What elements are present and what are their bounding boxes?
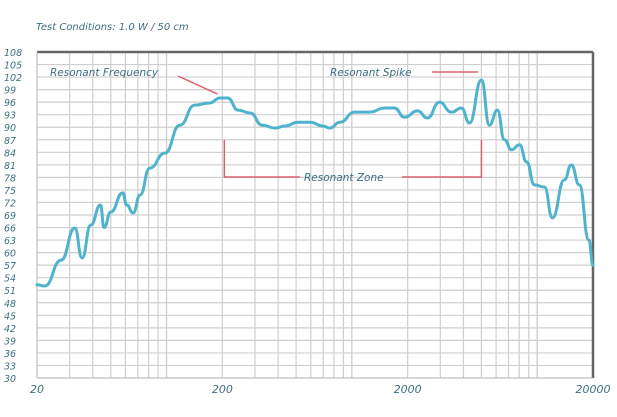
y-tick-label: 105 xyxy=(4,61,22,72)
x-tick-label: 200 xyxy=(212,383,233,396)
y-tick-label: 78 xyxy=(4,173,16,184)
y-tick-label: 99 xyxy=(4,86,16,97)
y-tick-label: 36 xyxy=(4,349,16,360)
y-tick-label: 63 xyxy=(4,236,16,247)
y-tick-label: 75 xyxy=(4,186,16,197)
x-tick-label: 20000 xyxy=(576,383,611,396)
annotation-resonant-frequency: Resonant Frequency xyxy=(50,67,159,79)
zone-bracket-left xyxy=(223,140,300,178)
y-tick-label: 39 xyxy=(4,336,16,347)
y-tick-label: 108 xyxy=(4,48,22,59)
y-tick-label: 48 xyxy=(4,299,16,310)
y-tick-label: 69 xyxy=(4,211,16,222)
y-tick-label: 93 xyxy=(4,111,16,122)
y-tick-label: 54 xyxy=(4,274,16,285)
y-tick-label: 57 xyxy=(4,261,16,272)
y-tick-label: 87 xyxy=(4,136,16,147)
y-tick-label: 72 xyxy=(4,198,16,209)
y-tick-label: 84 xyxy=(4,148,16,159)
x-tick-label: 20 xyxy=(30,383,44,396)
annotation-resonant-zone: Resonant Zone xyxy=(304,172,384,184)
x-tick-label: 2000 xyxy=(394,383,422,396)
annotation-resonant-spike: Resonant Spike xyxy=(330,67,412,79)
y-tick-label: 96 xyxy=(4,98,16,109)
chart-title: Test Conditions: 1.0 W / 50 cm xyxy=(36,22,189,33)
y-tick-label: 90 xyxy=(4,123,16,134)
y-tick-label: 66 xyxy=(4,224,16,235)
y-tick-label: 30 xyxy=(4,374,16,385)
y-tick-label: 33 xyxy=(4,361,16,372)
y-tick-label: 60 xyxy=(4,249,16,260)
y-tick-label: 51 xyxy=(4,286,16,297)
annotation-pointer xyxy=(177,75,218,95)
y-tick-label: 45 xyxy=(4,311,16,322)
y-tick-label: 81 xyxy=(4,161,16,172)
y-tick-label: 42 xyxy=(4,324,16,335)
zone-bracket-right xyxy=(402,140,483,178)
y-tick-label: 102 xyxy=(4,73,22,84)
